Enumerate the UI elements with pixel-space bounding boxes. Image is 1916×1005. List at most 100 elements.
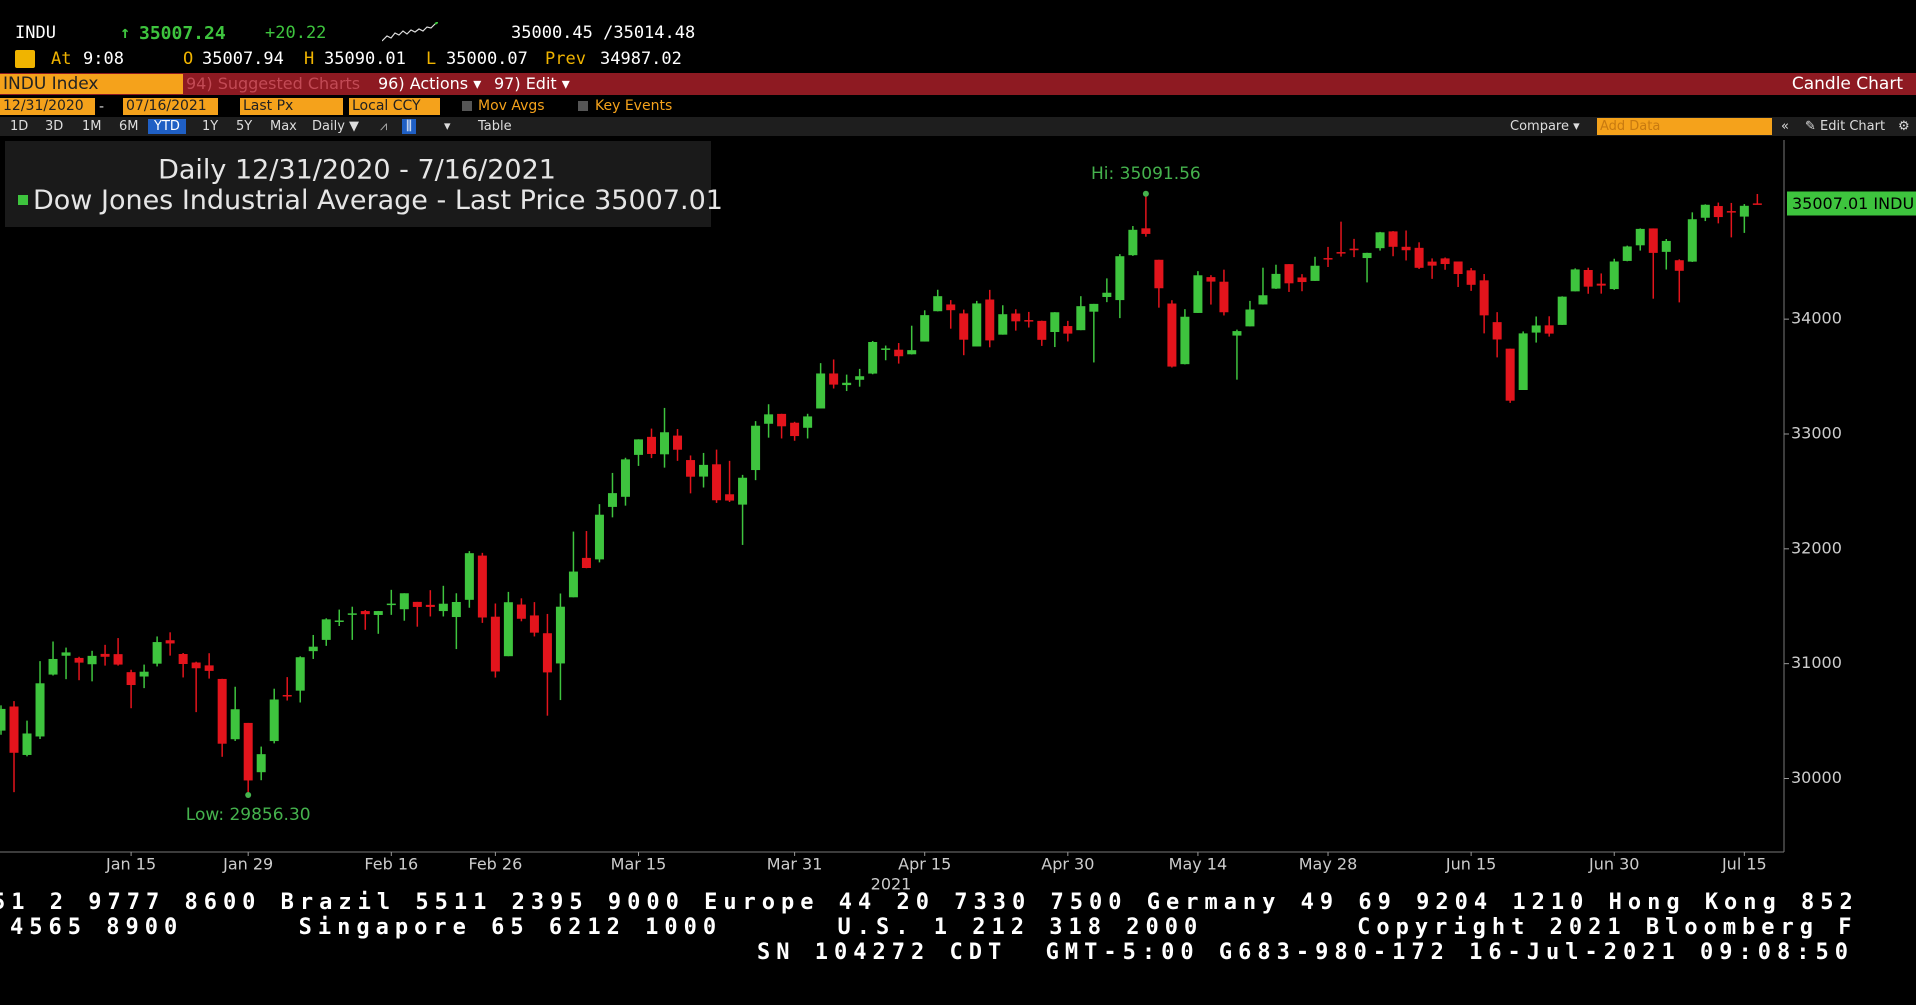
period-button[interactable]: 1D — [10, 119, 29, 134]
period-button[interactable]: 1M — [82, 119, 102, 134]
low-value: 35000.07 — [446, 49, 528, 69]
edit-menu[interactable]: 97) Edit ▾ — [494, 74, 570, 93]
candle-body — [1323, 258, 1333, 260]
low-marker — [245, 792, 252, 799]
candle-body — [660, 432, 670, 455]
candle-body — [243, 722, 253, 781]
key-events[interactable]: Key Events — [595, 98, 673, 114]
actions-label: 96) Actions — [378, 74, 469, 93]
suggested-charts[interactable]: 94) Suggested Charts — [186, 74, 361, 93]
compare-label: Compare — [1510, 119, 1569, 134]
prev-label: Prev — [545, 49, 586, 69]
candle-body — [1661, 240, 1671, 252]
candle-body — [1544, 325, 1554, 334]
candle-body — [699, 464, 709, 477]
candle-body — [1349, 248, 1359, 251]
candle-body — [1596, 283, 1606, 286]
candle-body — [751, 425, 761, 471]
candle-body — [139, 671, 149, 677]
add-data-input[interactable]: Add Data — [1597, 118, 1772, 135]
collapse-button[interactable]: « — [1781, 119, 1789, 134]
x-tick-label: Jun 30 — [1588, 855, 1639, 874]
candle-body — [1115, 256, 1125, 301]
sparkline-tip — [434, 22, 438, 25]
legend-box — [5, 141, 711, 227]
candle-body — [1141, 228, 1151, 234]
candle-body — [217, 678, 227, 744]
compare-menu[interactable]: Compare ▾ — [1510, 119, 1580, 134]
candle-body — [777, 413, 787, 427]
candle-body — [451, 601, 461, 618]
candle-body — [529, 615, 539, 633]
candle-body — [842, 382, 852, 386]
settings-button[interactable]: ⚙ — [1898, 119, 1910, 134]
checkbox[interactable] — [578, 101, 588, 111]
footer-line: SN 104272 CDT GMT-5:00 G683-980-172 16-J… — [757, 940, 1854, 965]
candle-body — [191, 662, 201, 669]
period-button[interactable]: 6M — [119, 119, 139, 134]
candle-body — [907, 350, 917, 355]
currency-select[interactable]: Local CCY — [349, 98, 440, 115]
candle-body — [1193, 275, 1203, 313]
candle-body — [894, 349, 904, 357]
open-value: 35007.94 — [202, 49, 284, 69]
chart-title: Daily 12/31/2020 - 7/16/2021 — [158, 155, 556, 186]
period-button[interactable]: 1Y — [202, 119, 219, 134]
candle-body — [438, 603, 448, 612]
period-button[interactable]: Max — [270, 119, 297, 134]
end-date[interactable]: 07/16/2021 — [123, 98, 218, 115]
chart-menu[interactable]: ▾ — [444, 119, 451, 134]
candle-body — [1635, 228, 1645, 246]
sparkline — [382, 22, 438, 42]
candle-body — [204, 665, 214, 671]
price-tag-label: 35007.01 INDU — [1792, 194, 1914, 213]
candle-body — [230, 709, 240, 740]
candle-body — [9, 706, 19, 753]
footer-line: 4565 8900 Singapore 65 6212 1000 U.S. 1 … — [10, 915, 1858, 940]
checkbox[interactable] — [462, 101, 472, 111]
x-tick-label: Mar 31 — [767, 855, 823, 874]
frequency-menu[interactable]: Daily ▼ — [312, 119, 360, 134]
candle-body — [920, 315, 930, 342]
date-dash: - — [99, 99, 105, 115]
candle-body — [1414, 247, 1424, 268]
period-button[interactable]: YTD — [148, 119, 186, 134]
view-name: Candle Chart — [1791, 74, 1903, 94]
x-tick-label: Mar 15 — [611, 855, 667, 874]
period-button[interactable]: 3D — [45, 119, 64, 134]
table-button[interactable]: Table — [478, 119, 512, 134]
actions-menu[interactable]: 96) Actions ▾ — [378, 74, 482, 93]
high-value: 35090.01 — [324, 49, 406, 69]
candle-body — [790, 422, 800, 437]
candle-icon[interactable]: ⫼ — [402, 119, 416, 134]
candle-body — [256, 754, 266, 773]
period-button[interactable]: 5Y — [236, 119, 253, 134]
field-select[interactable]: Last Px — [240, 98, 343, 115]
year-label: 2021 — [871, 875, 912, 894]
candle-body — [581, 557, 591, 569]
y-tick-label: 32000 — [1791, 538, 1842, 557]
candle-body — [673, 435, 683, 450]
alert-icon[interactable] — [15, 50, 35, 68]
candle-body — [1648, 228, 1658, 253]
y-tick-label: 31000 — [1791, 653, 1842, 672]
start-date[interactable]: 12/31/2020 — [0, 98, 95, 115]
edit-label: 97) Edit — [494, 74, 557, 93]
sparkline-path — [382, 23, 436, 42]
candle-body — [1713, 206, 1723, 218]
edit-chart-button[interactable]: ✎ Edit Chart — [1805, 119, 1886, 134]
price-tag — [1787, 191, 1916, 216]
x-tick-label: May 14 — [1169, 855, 1228, 874]
candle-body — [1206, 277, 1216, 282]
candle-body — [334, 620, 344, 622]
candle-body — [373, 611, 383, 615]
line-icon[interactable]: ⩘ — [380, 119, 388, 134]
candle-body — [61, 652, 71, 656]
candle-body — [1154, 259, 1164, 289]
candle-body — [1505, 348, 1515, 401]
candle-body — [1128, 229, 1138, 256]
security-field[interactable]: INDU Index — [0, 74, 183, 94]
candle-body — [0, 708, 6, 731]
mov-avgs[interactable]: Mov Avgs — [478, 98, 545, 114]
candle-body — [972, 303, 982, 347]
